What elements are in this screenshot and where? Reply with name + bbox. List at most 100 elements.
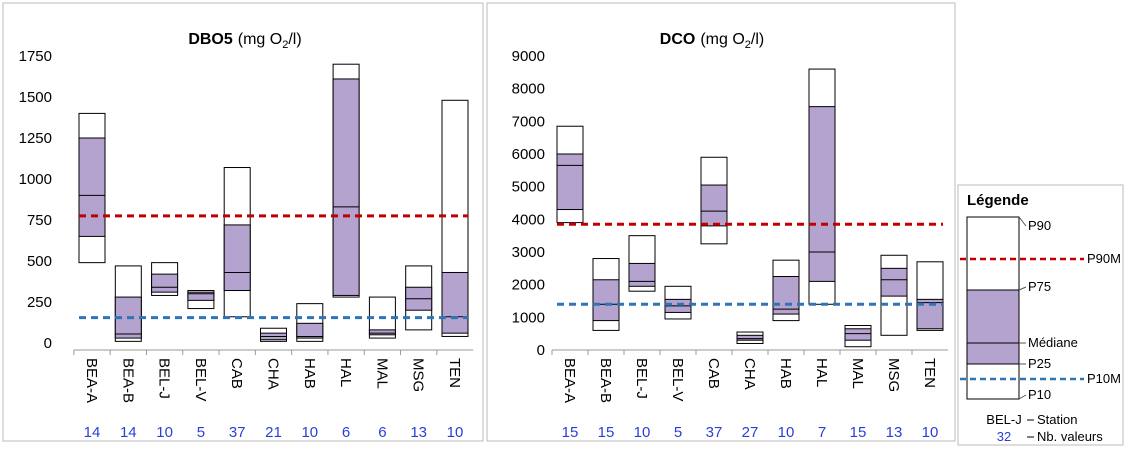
title-unit: /l) bbox=[751, 31, 764, 48]
box-iqr bbox=[296, 322, 324, 339]
count-label: 5 bbox=[674, 424, 682, 441]
legend-p90m: P90M bbox=[1087, 251, 1121, 266]
box-iqr bbox=[151, 273, 179, 293]
count-label: 10 bbox=[922, 424, 939, 441]
count-label: 37 bbox=[706, 424, 723, 441]
box-iqr bbox=[223, 224, 251, 292]
x-tick-label: BEL-V bbox=[669, 358, 686, 401]
box-iqr bbox=[700, 184, 728, 227]
x-tick-label: MSG bbox=[410, 358, 427, 392]
legend-iqr bbox=[966, 289, 1020, 365]
x-tick-label: TEN bbox=[446, 358, 463, 388]
x-tick-label: HAB bbox=[301, 358, 318, 389]
legend-p90: P90 bbox=[1028, 218, 1051, 233]
x-tick-label: HAL bbox=[337, 358, 354, 387]
x-tick-label: CHA bbox=[265, 358, 282, 390]
x-tick-label: HAB bbox=[777, 358, 794, 389]
count-label: 10 bbox=[301, 424, 318, 441]
box-iqr bbox=[187, 291, 215, 301]
y-tick-label: 7000 bbox=[512, 113, 545, 130]
count-label: 15 bbox=[850, 424, 867, 441]
count-label: 14 bbox=[84, 424, 101, 441]
x-tick-label: BEA-B bbox=[119, 358, 136, 403]
box-iqr bbox=[628, 262, 656, 287]
legend-station-example: BEL-J bbox=[986, 412, 1021, 427]
x-tick-label: HAL bbox=[813, 358, 830, 387]
count-label: 14 bbox=[120, 424, 137, 441]
legend-p25: P25 bbox=[1028, 356, 1051, 371]
y-tick-label: 750 bbox=[27, 212, 52, 229]
x-tick-label: BEL-V bbox=[192, 358, 209, 401]
x-tick-label: BEA-A bbox=[83, 358, 100, 403]
y-tick-label: 2000 bbox=[512, 277, 545, 294]
count-label: 15 bbox=[562, 424, 579, 441]
box-iqr bbox=[332, 78, 360, 296]
y-tick-label: 4000 bbox=[512, 211, 545, 228]
legend-median-label: Médiane bbox=[1028, 335, 1078, 350]
count-label: 10 bbox=[156, 424, 173, 441]
box-iqr bbox=[78, 137, 106, 237]
title-main: DBO5 bbox=[188, 31, 233, 48]
y-tick-label: 5000 bbox=[512, 179, 545, 196]
count-label: 5 bbox=[197, 424, 205, 441]
count-label: 6 bbox=[342, 424, 350, 441]
count-label: 13 bbox=[410, 424, 427, 441]
count-label: 37 bbox=[229, 424, 246, 441]
y-tick-label: 500 bbox=[27, 253, 52, 270]
box-iqr bbox=[808, 106, 836, 282]
chart: DBO5 (mg O2/l) 0 250 500 750 1000 1250 1500 1750 B… bbox=[2, 2, 484, 442]
x-tick-label: CHA bbox=[741, 358, 758, 390]
y-tick-label: 1500 bbox=[19, 89, 52, 106]
x-tick-label: MAL bbox=[849, 358, 866, 389]
count-label: 10 bbox=[634, 424, 651, 441]
count-label: 27 bbox=[742, 424, 759, 441]
legend-count-label: Nb. valeurs bbox=[1037, 429, 1103, 444]
title-unit: (mg O bbox=[700, 31, 744, 48]
count-label: 10 bbox=[447, 424, 464, 441]
legend-count-example: 32 bbox=[997, 429, 1011, 444]
x-tick-label: BEL-J bbox=[156, 358, 173, 399]
y-tick-label: 8000 bbox=[512, 81, 545, 98]
x-tick-label: CAB bbox=[705, 358, 722, 389]
box-iqr bbox=[772, 276, 800, 315]
count-label: 15 bbox=[598, 424, 615, 441]
y-tick-label: 1000 bbox=[512, 309, 545, 326]
y-tick-label: 6000 bbox=[512, 146, 545, 163]
legend-station-label: Station bbox=[1037, 412, 1077, 427]
x-tick-label: TEN bbox=[921, 358, 938, 388]
title-sub: 2 bbox=[282, 39, 288, 51]
box-iqr bbox=[880, 267, 908, 297]
y-tick-label: 1250 bbox=[19, 130, 52, 147]
y-tick-label: 9000 bbox=[512, 48, 545, 65]
box-iqr bbox=[736, 334, 764, 341]
box-iqr bbox=[441, 271, 469, 334]
x-tick-label: MAL bbox=[373, 358, 390, 389]
x-tick-label: BEA-B bbox=[597, 358, 614, 403]
y-tick-label: 250 bbox=[27, 294, 52, 311]
legend-p10m: P10M bbox=[1087, 371, 1121, 386]
x-tick-label: BEA-A bbox=[561, 358, 578, 403]
count-label: 21 bbox=[265, 424, 282, 441]
x-tick-label: CAB bbox=[228, 358, 245, 389]
chart-title: DCO (mg O2/l) bbox=[660, 31, 764, 51]
chart: DCO (mg O2/l) 0 1000 2000 3000 4000 5000 6000 700… bbox=[486, 2, 956, 442]
box-iqr bbox=[844, 328, 872, 341]
count-label: 6 bbox=[378, 424, 386, 441]
chart-title: DBO5 (mg O2/l) bbox=[188, 31, 301, 51]
legend-title: Légende bbox=[967, 192, 1029, 209]
legend-p10: P10 bbox=[1028, 387, 1051, 402]
box-iqr bbox=[368, 329, 396, 336]
x-tick-label: BEL-J bbox=[633, 358, 650, 399]
title-unit: (mg O bbox=[238, 31, 282, 48]
x-tick-label: MSG bbox=[885, 358, 902, 392]
count-label: 7 bbox=[818, 424, 826, 441]
legend-p75: P75 bbox=[1028, 279, 1051, 294]
legend: Légende P90 P90M P75 Médiane P25 P10M P1… bbox=[957, 184, 1124, 446]
y-tick-label: 3000 bbox=[512, 244, 545, 261]
box-iqr bbox=[592, 279, 620, 322]
box-iqr bbox=[556, 153, 584, 211]
title-sub: 2 bbox=[745, 39, 751, 51]
title-main: DCO bbox=[660, 31, 696, 48]
count-label: 13 bbox=[886, 424, 903, 441]
